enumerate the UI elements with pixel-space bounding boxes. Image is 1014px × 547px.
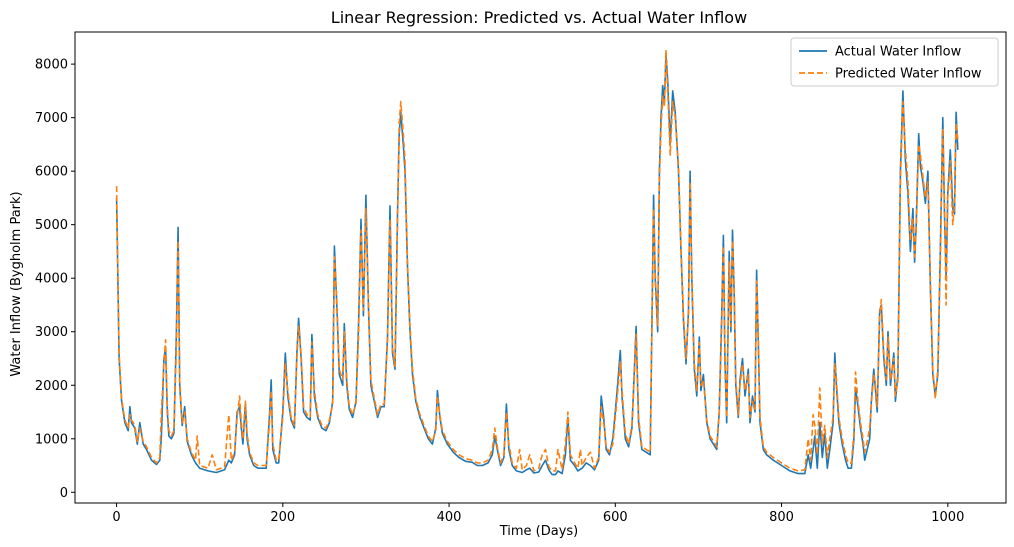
series-layer bbox=[115, 49, 959, 476]
x-axis: 0 200 400 600 800 1000 bbox=[112, 503, 964, 525]
x-tick-label-1: 200 bbox=[270, 510, 295, 525]
x-axis-title: Time (Days) bbox=[499, 524, 579, 539]
y-axis: 0 1000 2000 3000 4000 5000 6000 7000 8000 bbox=[35, 58, 75, 501]
series-line-actual bbox=[115, 52, 959, 476]
x-tick-label-4: 800 bbox=[769, 510, 794, 525]
y-tick-label-8: 8000 bbox=[35, 58, 68, 73]
legend-label-0: Actual Water Inflow bbox=[835, 45, 962, 60]
y-tick-label-6: 6000 bbox=[35, 165, 68, 180]
y-tick-label-0: 0 bbox=[60, 486, 68, 501]
y-tick-label-2: 2000 bbox=[35, 379, 68, 394]
plot-frame bbox=[74, 31, 1007, 504]
y-tick-label-5: 5000 bbox=[35, 218, 68, 233]
y-tick-label-1: 1000 bbox=[35, 432, 68, 447]
chart-title: Linear Regression: Predicted vs. Actual … bbox=[331, 8, 747, 27]
legend-label-1: Predicted Water Inflow bbox=[835, 67, 982, 82]
y-tick-label-4: 4000 bbox=[35, 272, 68, 287]
y-tick-label-3: 3000 bbox=[35, 325, 68, 340]
legend-box bbox=[790, 37, 999, 87]
x-tick-label-2: 400 bbox=[437, 510, 462, 525]
x-tick-label-0: 0 bbox=[112, 510, 120, 525]
y-axis-title: Water Inflow (Bygholm Park) bbox=[9, 191, 24, 376]
legend: Actual Water Inflow Predicted Water Inflo… bbox=[790, 37, 999, 87]
x-tick-label-3: 600 bbox=[603, 510, 628, 525]
y-tick-label-7: 7000 bbox=[35, 111, 68, 126]
x-tick-label-5: 1000 bbox=[931, 510, 964, 525]
